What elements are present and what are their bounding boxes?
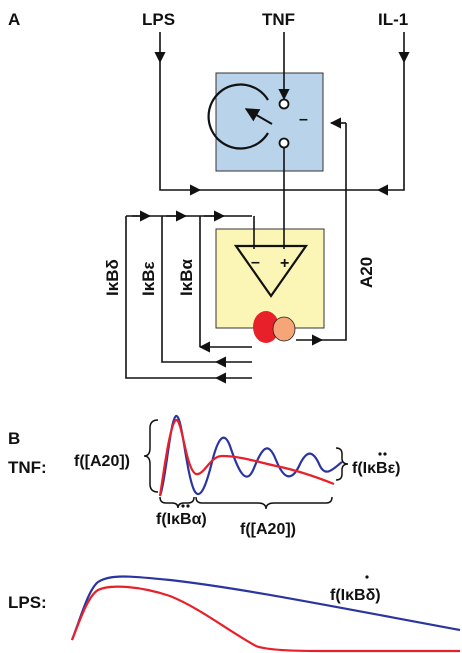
- ikba-label: IκBα: [177, 259, 196, 296]
- panel-b-label: B: [8, 429, 20, 448]
- lps-blue-trace: [70, 575, 461, 641]
- a20-label: A20: [357, 257, 376, 288]
- ikba-accent-dot: [181, 504, 185, 508]
- amp-plus-sign: +: [280, 255, 289, 272]
- ikbe-accent-dot-2: [383, 452, 387, 456]
- ikbd-label: IκBδ: [103, 259, 122, 296]
- ikbe-label: IκBε: [139, 261, 158, 296]
- tnf-row-label: TNF:: [8, 458, 47, 477]
- amp-minus-sign: –: [251, 254, 260, 271]
- ikbd-accent-dot: [365, 575, 369, 579]
- tnf-red-trace: [158, 418, 335, 497]
- signal-wiring: [125, 32, 410, 384]
- ikbe-accent-dot: [378, 452, 382, 456]
- lps-row-label: LPS:: [8, 593, 47, 612]
- ikba-accent-dot-2: [186, 504, 190, 508]
- lps-red-trace: [70, 585, 460, 653]
- annotation-braces: [143, 419, 349, 510]
- tnf-right-annotation: f(IκBε): [352, 460, 401, 477]
- tnf-label: TNF: [262, 10, 295, 29]
- tnf-left-annotation: f([A20]): [74, 453, 130, 470]
- tnf-lower-right-annotation: f([A20]): [240, 521, 296, 538]
- amplifier-triangle: [233, 244, 309, 298]
- nfkb-orange-subunit: [272, 316, 296, 342]
- switch-icon: [207, 83, 290, 150]
- lps-annotation: f(IκBδ): [330, 587, 381, 604]
- lps-label: LPS: [142, 10, 175, 29]
- tnf-lower-left-annotation: f(IκBα): [156, 511, 207, 528]
- nfkb-red-subunit: [253, 311, 279, 343]
- switch-minus-sign: –: [299, 111, 308, 128]
- il1-label: IL-1: [378, 10, 408, 29]
- panel-a-label: A: [8, 10, 20, 29]
